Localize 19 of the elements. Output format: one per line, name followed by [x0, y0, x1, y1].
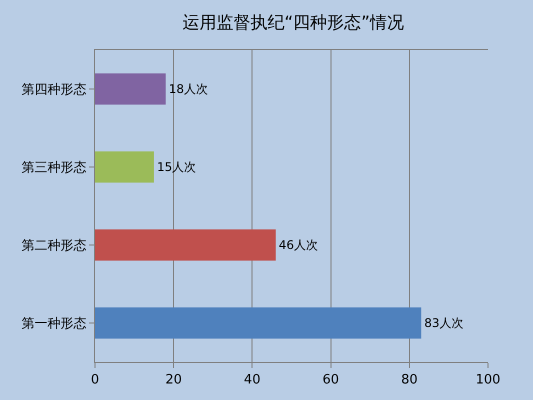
data-label: 83人次 — [424, 316, 464, 330]
x-tick-label: 20 — [165, 372, 182, 388]
chart-title: 运用监督执纪“四种形态”情况 — [182, 12, 404, 33]
y-tick-label: 第一种形态 — [21, 316, 86, 332]
y-tick-label: 第四种形态 — [21, 82, 86, 98]
x-tick-label: 80 — [401, 372, 418, 388]
x-tick-label: 60 — [322, 372, 340, 388]
bar — [95, 307, 422, 339]
x-tick-label: 100 — [476, 372, 500, 388]
data-label: 15人次 — [156, 160, 196, 174]
x-tick-label: 0 — [90, 372, 100, 388]
bar — [95, 73, 166, 105]
y-tick-label: 第三种形态 — [21, 160, 86, 176]
y-tick-label: 第二种形态 — [21, 238, 86, 254]
x-tick-label: 40 — [244, 372, 260, 388]
data-label: 18人次 — [168, 82, 208, 96]
bar — [95, 151, 154, 183]
bar — [95, 229, 276, 261]
data-label: 46人次 — [278, 238, 318, 252]
